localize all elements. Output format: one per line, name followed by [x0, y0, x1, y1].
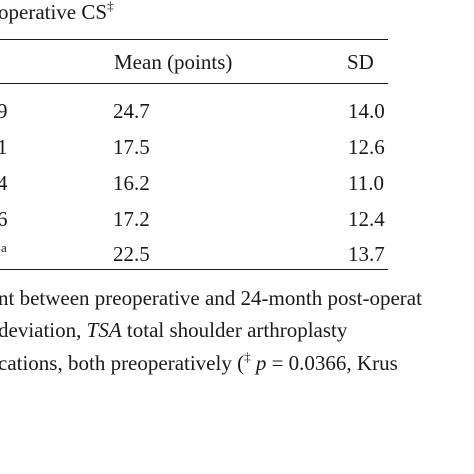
table-header-rule [0, 83, 388, 84]
footnote-line-3: cations, both preoperatively (‡ p = 0.03… [0, 350, 398, 375]
row-mean: 22.5 [113, 242, 150, 266]
footnote-line-1: nt between preoperative and 24-month pos… [0, 286, 422, 310]
column-header-mean: Mean (points) [114, 50, 233, 74]
table-bottom-rule [0, 269, 388, 270]
footnote-line-2-abbr: TSA [86, 318, 122, 342]
table-title-mark: ‡ [107, 0, 114, 13]
row-sd: 12.4 [348, 207, 385, 231]
row-sd: 14.0 [348, 99, 385, 123]
row-stub: 9 [0, 99, 8, 123]
table-title-text: operative CS [0, 0, 108, 24]
footnote-line-2-prefix: deviation, [0, 318, 87, 342]
row-stub-superscript: a [1, 240, 7, 255]
footnote-line-3-suffix: = 0.0366, Krus [266, 351, 398, 375]
footnote-line-2-suffix: total shoulder arthroplasty [121, 318, 348, 342]
column-header-sd: SD [347, 50, 374, 74]
row-sd: 11.0 [348, 171, 384, 195]
row-sd: 12.6 [348, 135, 385, 159]
row-mean: 17.2 [113, 207, 150, 231]
row-stub: 4 [0, 171, 8, 195]
row-mean: 17.5 [113, 135, 150, 159]
row-mean: 16.2 [113, 171, 150, 195]
row-mean: 24.7 [113, 99, 150, 123]
row-sd: 13.7 [348, 242, 385, 266]
row-stub: 6 [0, 207, 8, 231]
footnote-line-3-prefix: cations, both preoperatively ( [0, 351, 245, 375]
table-title: operative CS‡ [0, 0, 114, 24]
footnote-line-3-mark: ‡ [244, 349, 251, 364]
row-stub: )a [0, 241, 7, 266]
footnote-line-3-p: p [255, 351, 267, 375]
row-stub: 1 [0, 135, 8, 159]
table-top-rule [0, 39, 388, 40]
row-stub-text: ) [0, 242, 1, 266]
footnote-line-2: deviation, TSA total shoulder arthroplas… [0, 320, 347, 341]
